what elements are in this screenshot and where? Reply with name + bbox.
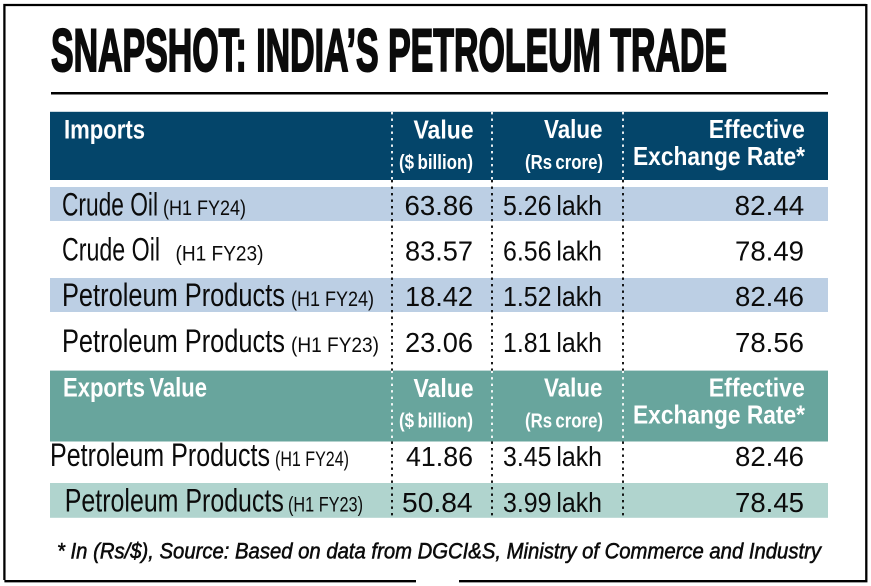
svg-text:1.52 lakh: 1.52 lakh xyxy=(503,281,602,312)
svg-text:(H1 FY24): (H1 FY24) xyxy=(163,197,246,220)
svg-text:50.84: 50.84 xyxy=(402,487,473,518)
svg-text:82.44: 82.44 xyxy=(735,190,805,221)
svg-text:78.45: 78.45 xyxy=(735,487,804,518)
svg-text:Effective: Effective xyxy=(709,114,805,144)
svg-text:(H1 FY24): (H1 FY24) xyxy=(275,448,349,471)
svg-text:78.49: 78.49 xyxy=(735,236,804,267)
svg-text:41.86: 41.86 xyxy=(406,441,473,472)
svg-text:Crude Oil: Crude Oil xyxy=(62,232,160,268)
svg-text:(H1 FY24): (H1 FY24) xyxy=(291,288,374,311)
svg-text:Petroleum Products: Petroleum Products xyxy=(65,483,284,519)
svg-text:* In (Rs/$), Source: Based on: * In (Rs/$), Source: Based on data from … xyxy=(57,539,823,564)
svg-text:Value: Value xyxy=(414,115,474,145)
svg-text:3.45 lakh: 3.45 lakh xyxy=(503,441,602,472)
svg-text:1.81 lakh: 1.81 lakh xyxy=(503,327,602,358)
svg-text:83.57: 83.57 xyxy=(405,236,473,267)
svg-text:3.99 lakh: 3.99 lakh xyxy=(503,487,602,518)
svg-text:SNAPSHOT: INDIA’S PETROLEUM TR: SNAPSHOT: INDIA’S PETROLEUM TRADE xyxy=(51,17,727,84)
svg-text:Petroleum Products: Petroleum Products xyxy=(62,277,285,313)
svg-text:(Rs crore): (Rs crore) xyxy=(525,152,603,174)
svg-text:Petroleum Products: Petroleum Products xyxy=(50,437,270,473)
svg-text:82.46: 82.46 xyxy=(735,441,804,472)
svg-text:(H1 FY23): (H1 FY23) xyxy=(176,242,264,265)
svg-text:($ billion): ($ billion) xyxy=(399,152,473,174)
svg-text:(Rs crore): (Rs crore) xyxy=(525,411,603,433)
svg-text:Exchange Rate*: Exchange Rate* xyxy=(633,141,806,171)
svg-text:($ billion): ($ billion) xyxy=(399,411,473,433)
svg-text:Exchange Rate*: Exchange Rate* xyxy=(633,400,806,430)
svg-text:(H1 FY23): (H1 FY23) xyxy=(288,494,363,517)
svg-text:78.56: 78.56 xyxy=(735,327,804,358)
svg-text:Crude Oil: Crude Oil xyxy=(62,187,158,223)
svg-text:Value: Value xyxy=(544,114,603,144)
svg-text:Exports Value: Exports Value xyxy=(63,372,207,402)
svg-text:82.46: 82.46 xyxy=(735,281,804,312)
svg-text:Effective: Effective xyxy=(709,373,805,403)
svg-text:6.56 lakh: 6.56 lakh xyxy=(503,236,602,267)
svg-text:Value: Value xyxy=(414,373,474,403)
svg-text:Petroleum Products: Petroleum Products xyxy=(62,323,285,359)
svg-text:63.86: 63.86 xyxy=(405,190,474,221)
svg-text:Imports: Imports xyxy=(64,115,145,145)
svg-text:5.26 lakh: 5.26 lakh xyxy=(503,190,602,221)
svg-text:23.06: 23.06 xyxy=(405,327,473,358)
svg-text:18.42: 18.42 xyxy=(405,281,473,312)
svg-text:(H1 FY23): (H1 FY23) xyxy=(291,334,379,357)
svg-text:Value: Value xyxy=(544,373,603,403)
